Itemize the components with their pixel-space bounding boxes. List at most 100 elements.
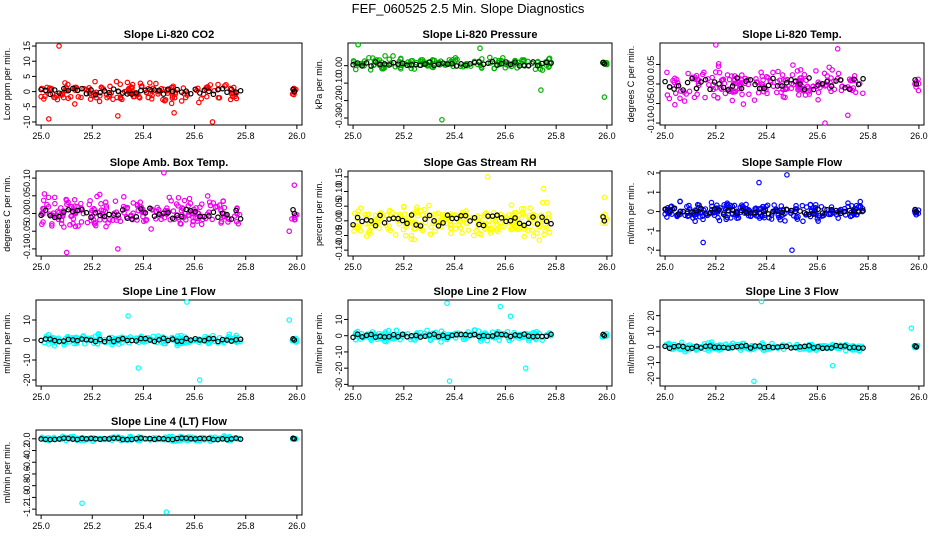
x-tick-label: 26.0 (288, 521, 306, 531)
highlight-point (224, 89, 230, 96)
data-point (676, 346, 683, 353)
x-tick-label: 26.0 (910, 392, 928, 402)
data-point (502, 64, 509, 71)
highlight-point (512, 215, 518, 221)
highlight-point (752, 81, 758, 88)
highlight-point (65, 206, 72, 213)
y-tick-label: 10 (22, 56, 32, 66)
x-tick-label: 25.4 (446, 262, 464, 272)
panel-co2: Slope Li-820 CO2 25.0 25.2 25.4 25.6 25.8 26.0… (2, 29, 306, 141)
highlight-point (716, 81, 722, 87)
panel-ambtemp: Slope Amb. Box Temp. 25.0 25.2 25.4 25.6 25.8… (2, 157, 306, 272)
highlight-point (828, 83, 835, 90)
y-tick-label: 10 (646, 326, 656, 336)
data-point (129, 81, 136, 88)
data-point (215, 94, 222, 101)
data-point (800, 218, 806, 225)
data-point (109, 217, 116, 224)
data-point (462, 210, 469, 217)
data-point (78, 200, 84, 207)
data-point (414, 209, 421, 216)
data-point (775, 68, 781, 75)
data-point (535, 223, 541, 230)
x-tick-label: 26.0 (598, 392, 616, 402)
data-point (498, 223, 504, 230)
data-point (183, 217, 189, 223)
data-point (419, 212, 426, 218)
highlight-point (160, 335, 167, 342)
data-point (80, 333, 87, 339)
x-tick-label: 25.6 (186, 262, 204, 272)
data-point (97, 216, 103, 223)
y-tick-label: -0.4 (22, 454, 32, 470)
highlight-point (747, 345, 754, 351)
data-point (782, 94, 788, 101)
data-point (773, 89, 780, 96)
data-point (859, 208, 866, 215)
highlight-point (237, 436, 244, 442)
data-point (181, 197, 188, 204)
highlight-point (756, 210, 763, 217)
data-point (542, 227, 548, 233)
data-point (799, 202, 806, 209)
data-point (366, 227, 373, 234)
data-point (543, 199, 550, 206)
highlight-point (806, 342, 812, 349)
y-tick-label: -0.10 (22, 239, 32, 260)
data-point (793, 202, 799, 209)
data-point (134, 203, 141, 209)
highlight-point (810, 86, 817, 93)
data-point (913, 84, 919, 90)
data-point (814, 216, 821, 222)
panel-title: Slope Li-820 Temp. (742, 29, 841, 41)
y-tick-label: -1 (646, 227, 656, 235)
data-point (722, 90, 729, 97)
highlight-point (860, 207, 866, 214)
panel-pressure: Slope Li-820 Pressure 25.0 25.2 25.4 25.6 25.… (314, 29, 616, 141)
data-point (363, 233, 370, 240)
outlier-point (45, 116, 52, 122)
data-point (153, 80, 159, 87)
x-tick-label: 25.6 (186, 392, 204, 402)
data-point (527, 205, 533, 211)
highlight-point (855, 81, 862, 88)
data-point (96, 98, 103, 105)
data-point (715, 60, 722, 67)
y-tick-label: -0.05 (22, 221, 32, 242)
data-point (422, 219, 429, 226)
outlier-point (163, 509, 170, 515)
data-point (810, 83, 817, 89)
data-point (178, 98, 185, 104)
data-point (733, 80, 739, 86)
scatter-series (38, 169, 300, 256)
data-point (674, 79, 681, 86)
y-axis-label: degrees C per min. (2, 175, 12, 252)
y-tick-label: 15 (22, 41, 32, 51)
data-point (751, 97, 758, 103)
data-point (70, 216, 77, 222)
y-tick-label: 0.10 (334, 183, 344, 201)
data-point (396, 220, 403, 227)
data-point (78, 94, 84, 101)
data-point (915, 87, 922, 94)
data-point (859, 90, 866, 97)
highlight-point (792, 78, 799, 84)
highlight-point (101, 213, 108, 220)
data-point (364, 211, 371, 218)
highlight-point (765, 82, 772, 89)
data-point (147, 80, 153, 86)
data-point (194, 218, 201, 224)
highlight-point (426, 212, 433, 219)
highlight-point (512, 59, 518, 65)
plot-frame (659, 299, 925, 387)
panel-title: Slope Line 4 (LT) Flow (111, 416, 227, 428)
data-point (664, 92, 671, 98)
highlight-point (837, 210, 844, 217)
data-point (401, 211, 408, 218)
data-point (98, 201, 104, 207)
highlight-point (738, 207, 745, 214)
data-point (210, 200, 217, 206)
highlight-point (801, 209, 808, 216)
data-point (788, 85, 795, 92)
